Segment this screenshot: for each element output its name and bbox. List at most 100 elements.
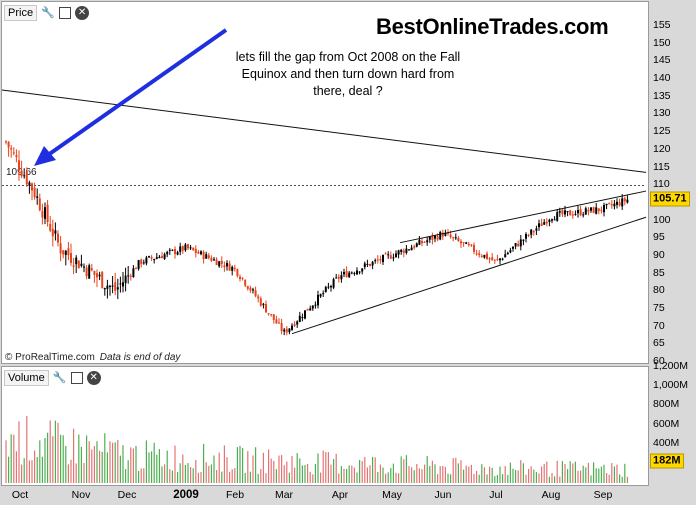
arrow-shaft — [46, 28, 228, 157]
price-candle-body — [314, 304, 317, 306]
price-tick-label: 155 — [653, 19, 671, 32]
price-candle-body — [270, 314, 273, 316]
window-icon[interactable] — [70, 372, 83, 384]
price-candle-body — [361, 268, 364, 272]
price-candle-body — [90, 268, 93, 271]
close-icon[interactable]: ✕ — [75, 6, 90, 20]
window-icon[interactable] — [59, 7, 72, 19]
price-tick-label: 145 — [653, 54, 671, 67]
price-candle-body — [540, 223, 543, 227]
price-candle-body — [467, 243, 470, 246]
price-tick-label: 100 — [653, 213, 671, 226]
wrench-icon[interactable]: 🔧 — [52, 372, 67, 384]
volume-tick-label: 600M — [653, 417, 680, 430]
price-tick-label: 120 — [653, 142, 671, 155]
price-candle-body — [202, 251, 205, 260]
price-candle-body — [473, 245, 475, 252]
volume-panel-label: Volume — [4, 370, 49, 386]
price-candle-body — [335, 277, 338, 279]
price-candle-body — [306, 308, 309, 311]
volume-panel: Volume 🔧 ✕ — [1, 366, 649, 486]
price-candle-body — [109, 285, 111, 287]
time-tick-label: Oct — [11, 489, 29, 501]
time-tick-label: Dec — [117, 489, 137, 501]
price-candle-body — [163, 254, 166, 259]
price-candle-body — [457, 238, 460, 242]
price-candle-body — [480, 255, 483, 257]
price-candle-body — [132, 268, 135, 278]
price-candle-body — [441, 232, 444, 237]
price-candle-body — [291, 325, 293, 330]
price-candle-body — [31, 183, 33, 191]
price-candle-body — [44, 207, 46, 219]
price-candle-body — [288, 328, 291, 333]
price-panel: Price 🔧 ✕ BestOnlineTrades.com lets fill… — [1, 1, 649, 364]
price-candle-body — [142, 262, 145, 264]
price-candle-body — [324, 286, 327, 292]
price-candle-body — [72, 265, 75, 267]
volume-tick-label: 1,200M — [653, 359, 689, 372]
price-candle-body — [426, 240, 429, 243]
price-candle-body — [571, 214, 574, 216]
price-candle-body — [478, 253, 481, 256]
price-candle-body — [267, 313, 270, 315]
price-candle-body — [28, 182, 31, 186]
time-tick-label: 2009 — [173, 489, 199, 501]
price-candle-body — [405, 248, 408, 253]
price-candle-body — [192, 247, 195, 251]
price-candle-body — [483, 254, 486, 258]
price-candle-body — [454, 237, 457, 239]
price-tick-label: 80 — [653, 284, 665, 297]
time-tick-label: Jun — [434, 489, 452, 501]
time-axis: Oct Nov Dec 2009 Feb Mar Apr May Jun Jul Aug Sep — [1, 486, 647, 504]
price-candle-body — [379, 259, 382, 261]
price-candle-body — [584, 208, 587, 215]
price-candle-body — [493, 259, 496, 261]
price-candle-body — [566, 211, 569, 213]
price-candle-body — [322, 293, 325, 295]
price-candle-body — [366, 263, 369, 265]
price-candle-body — [262, 303, 265, 306]
price-tick-label: 140 — [653, 72, 671, 85]
price-candle-body — [88, 265, 91, 279]
data-note: Data is end of day — [99, 352, 181, 363]
price-candle-body — [298, 315, 301, 322]
price-candle-body — [363, 263, 366, 268]
price-candle-body — [246, 286, 249, 289]
price-candle-body — [415, 243, 418, 247]
price-candle-body — [57, 233, 59, 243]
annotation-text: lets fill the gap from Oct 2008 on the F… — [235, 50, 461, 98]
time-tick-label: Feb — [225, 489, 245, 501]
price-candle-body — [124, 275, 127, 284]
price-tick-label: 110 — [653, 178, 670, 191]
price-candle-body — [595, 207, 598, 214]
price-candle-body — [36, 196, 39, 198]
price-candle-body — [444, 232, 447, 236]
price-candle-body — [194, 248, 197, 254]
price-candle-body — [181, 246, 184, 251]
price-candle-body — [353, 273, 356, 275]
price-tick-label: 130 — [653, 107, 671, 120]
close-icon[interactable]: ✕ — [86, 371, 101, 385]
arrow-head — [34, 146, 56, 166]
price-candle-body — [613, 203, 616, 207]
time-tick-label: May — [382, 489, 402, 501]
wrench-icon[interactable]: 🔧 — [41, 7, 55, 19]
price-panel-header: Price 🔧 ✕ — [4, 4, 90, 22]
price-candle-body — [543, 222, 546, 225]
price-panel-label: Price — [4, 5, 38, 21]
price-candle-body — [330, 286, 332, 288]
price-candle-body — [506, 252, 509, 255]
price-candle-body — [70, 253, 72, 264]
price-candle-body — [369, 264, 371, 266]
price-tick-label: 75 — [653, 302, 665, 315]
price-candle-body — [350, 272, 353, 274]
price-candle-body — [491, 257, 494, 261]
price-candle-body — [525, 234, 527, 239]
price-candle-body — [226, 262, 228, 267]
price-candle-body — [148, 256, 150, 258]
price-candle-body — [59, 243, 62, 254]
price-candle-body — [210, 257, 213, 261]
